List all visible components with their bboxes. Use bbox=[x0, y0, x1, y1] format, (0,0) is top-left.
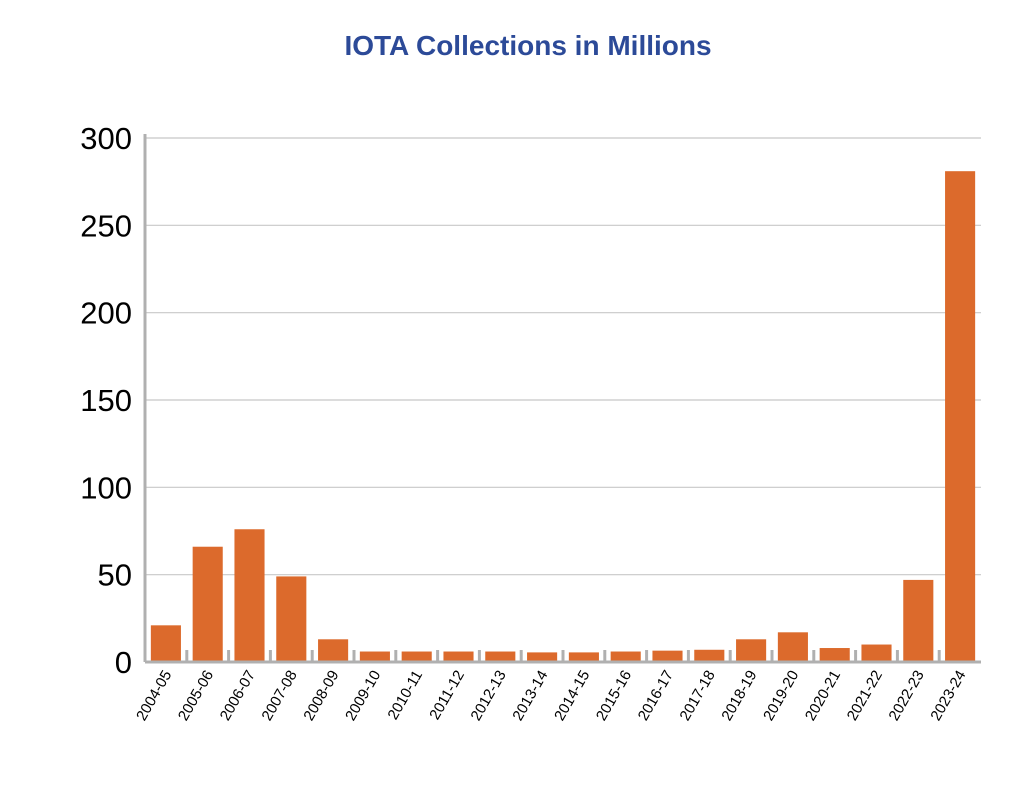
x-tick-label: 2008-09 bbox=[300, 668, 342, 724]
bar-2012-13 bbox=[485, 651, 516, 662]
y-tick-label: 300 bbox=[80, 121, 132, 156]
x-tick-label: 2023-24 bbox=[927, 668, 969, 724]
grid-lines bbox=[145, 137, 981, 576]
x-tick-label: 2006-07 bbox=[217, 668, 259, 724]
bar-2017-18 bbox=[694, 649, 725, 662]
bars bbox=[150, 171, 976, 663]
x-tick-label: 2012-13 bbox=[468, 668, 510, 724]
bar-2020-21 bbox=[819, 648, 850, 662]
x-tick-label: 2017-18 bbox=[677, 668, 719, 724]
bar-2019-20 bbox=[777, 632, 808, 662]
bar-2018-19 bbox=[736, 639, 767, 662]
x-tick-label: 2021-22 bbox=[844, 668, 886, 724]
bar-2016-17 bbox=[652, 650, 683, 662]
bar-2014-15 bbox=[568, 652, 599, 662]
x-tick-label: 2004-05 bbox=[133, 668, 175, 724]
y-tick-labels: 0 50 100 150 200 250 300 bbox=[80, 121, 132, 680]
x-tick-label: 2013-14 bbox=[509, 668, 551, 724]
y-tick-label: 100 bbox=[80, 470, 132, 505]
x-tick-label: 2020-21 bbox=[802, 668, 844, 724]
chart-title: IOTA Collections in Millions bbox=[344, 30, 712, 61]
y-tick-label: 150 bbox=[80, 383, 132, 418]
axes bbox=[143, 134, 981, 664]
bar-2007-08 bbox=[276, 576, 307, 662]
x-tick-label: 2015-16 bbox=[593, 668, 635, 724]
x-tick-label: 2022-23 bbox=[886, 668, 928, 724]
y-tick-label: 200 bbox=[80, 296, 132, 331]
bar-2009-10 bbox=[359, 651, 390, 662]
bar-2011-12 bbox=[443, 651, 474, 662]
y-tick-label: 0 bbox=[115, 645, 132, 680]
bar-2008-09 bbox=[318, 639, 349, 662]
x-tick-label: 2009-10 bbox=[342, 668, 384, 724]
bar-2006-07 bbox=[234, 529, 265, 662]
bar-2021-22 bbox=[861, 644, 892, 662]
y-tick-label: 250 bbox=[80, 208, 132, 243]
y-tick-label: 50 bbox=[98, 558, 132, 593]
bar-2013-14 bbox=[527, 652, 558, 662]
bar-2004-05 bbox=[150, 625, 181, 662]
x-tick-labels: 2004-05 2005-06 2006-07 2007-08 2008-09 2009-… bbox=[133, 668, 969, 724]
x-tick-label: 2005-06 bbox=[175, 668, 217, 724]
bar-2023-24 bbox=[945, 171, 976, 663]
x-tick-label: 2011-12 bbox=[426, 668, 468, 723]
x-tick-label: 2014-15 bbox=[551, 668, 593, 724]
bar-2005-06 bbox=[192, 546, 223, 662]
bar-2022-23 bbox=[903, 579, 934, 662]
x-tick-label: 2010-11 bbox=[384, 668, 426, 723]
x-tick-label: 2016-17 bbox=[635, 668, 677, 724]
x-tick-label: 2007-08 bbox=[259, 668, 301, 724]
bar-2010-11 bbox=[401, 651, 432, 662]
x-tick-label: 2018-19 bbox=[718, 668, 760, 724]
x-tick-label: 2019-20 bbox=[760, 668, 802, 724]
bar-2015-16 bbox=[610, 651, 641, 662]
